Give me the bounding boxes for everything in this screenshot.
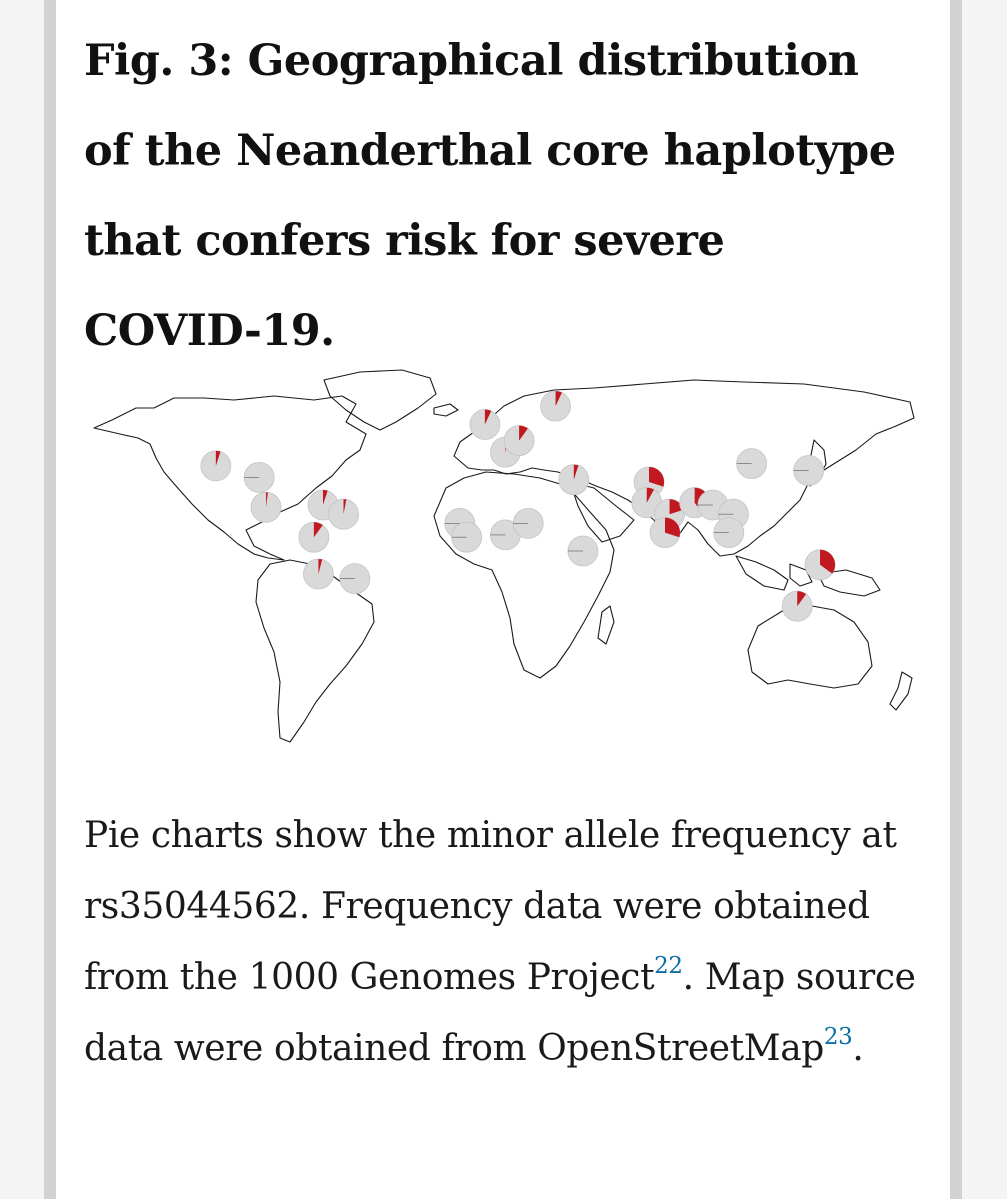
pie-risk-slice — [820, 549, 836, 574]
pie-risk-slice — [573, 464, 579, 480]
caption-text-1: Pie charts show the minor allele frequen… — [84, 815, 897, 998]
pie-marker — [451, 521, 483, 553]
page-rail-right — [950, 0, 962, 1199]
figure-title: Fig. 3: Geographical distribution of the… — [84, 36, 896, 356]
pie-marker — [713, 517, 745, 549]
world-map-figure — [84, 360, 934, 760]
africa-outline — [433, 471, 615, 679]
pie-risk-slice — [797, 591, 807, 607]
pie-marker — [503, 425, 535, 456]
arabia-outline — [569, 481, 635, 543]
pie-marker — [567, 535, 599, 567]
pie-background — [540, 390, 571, 422]
pie-risk-slice — [215, 450, 221, 466]
pie-risk-slice — [313, 522, 323, 538]
reference-link-23[interactable]: 23 — [823, 1024, 853, 1050]
pie-marker — [558, 464, 590, 496]
figure-caption: Pie charts show the minor allele frequen… — [84, 800, 934, 1084]
caption-text-3: . — [852, 1028, 864, 1069]
pie-risk-slice — [669, 499, 684, 515]
pie-risk-slice — [665, 517, 680, 538]
europe-asia-outline — [453, 379, 915, 557]
pie-chart-markers — [200, 390, 836, 622]
pie-background — [503, 425, 535, 456]
pie-marker — [540, 390, 571, 422]
pie-marker — [298, 521, 330, 553]
page-rail-left — [44, 0, 56, 1199]
pie-risk-slice — [343, 499, 347, 515]
pie-risk-slice — [266, 492, 268, 508]
pie-marker — [243, 462, 275, 493]
pie-risk-slice — [323, 490, 328, 505]
pie-marker — [631, 487, 663, 519]
iceland-outline — [433, 403, 459, 417]
figure-card: Fig. 3: Geographical distribution of the… — [56, 0, 950, 1199]
pie-marker — [339, 563, 371, 595]
pie-marker — [303, 558, 334, 590]
greenland-outline — [323, 369, 437, 431]
pie-marker — [736, 448, 768, 479]
south-america-outline — [255, 559, 375, 743]
pie-risk-slice — [649, 467, 665, 487]
pie-marker — [804, 549, 836, 581]
pie-risk-slice — [555, 391, 562, 407]
pie-marker — [512, 507, 544, 539]
coastlines — [93, 369, 915, 743]
pie-marker — [793, 455, 825, 486]
australia-outline — [747, 605, 873, 689]
pie-risk-slice — [318, 559, 323, 574]
pie-marker — [781, 590, 813, 622]
new-zealand-outline — [889, 671, 913, 711]
pie-marker — [200, 450, 232, 482]
world-map-svg — [93, 369, 915, 743]
pie-marker — [469, 409, 501, 440]
southeast-asia-islands-outline — [735, 555, 813, 591]
pie-marker — [250, 491, 282, 523]
new-guinea-outline — [817, 569, 881, 597]
reference-link-22[interactable]: 22 — [654, 953, 683, 979]
pie-risk-slice — [646, 487, 654, 503]
caption-text-2: . Map source data were obtained from Ope… — [84, 957, 916, 1069]
pie-marker — [328, 498, 359, 530]
pie-risk-slice — [519, 425, 528, 441]
madagascar-outline — [597, 605, 615, 645]
pie-marker — [649, 517, 681, 549]
pie-risk-slice — [484, 409, 492, 425]
